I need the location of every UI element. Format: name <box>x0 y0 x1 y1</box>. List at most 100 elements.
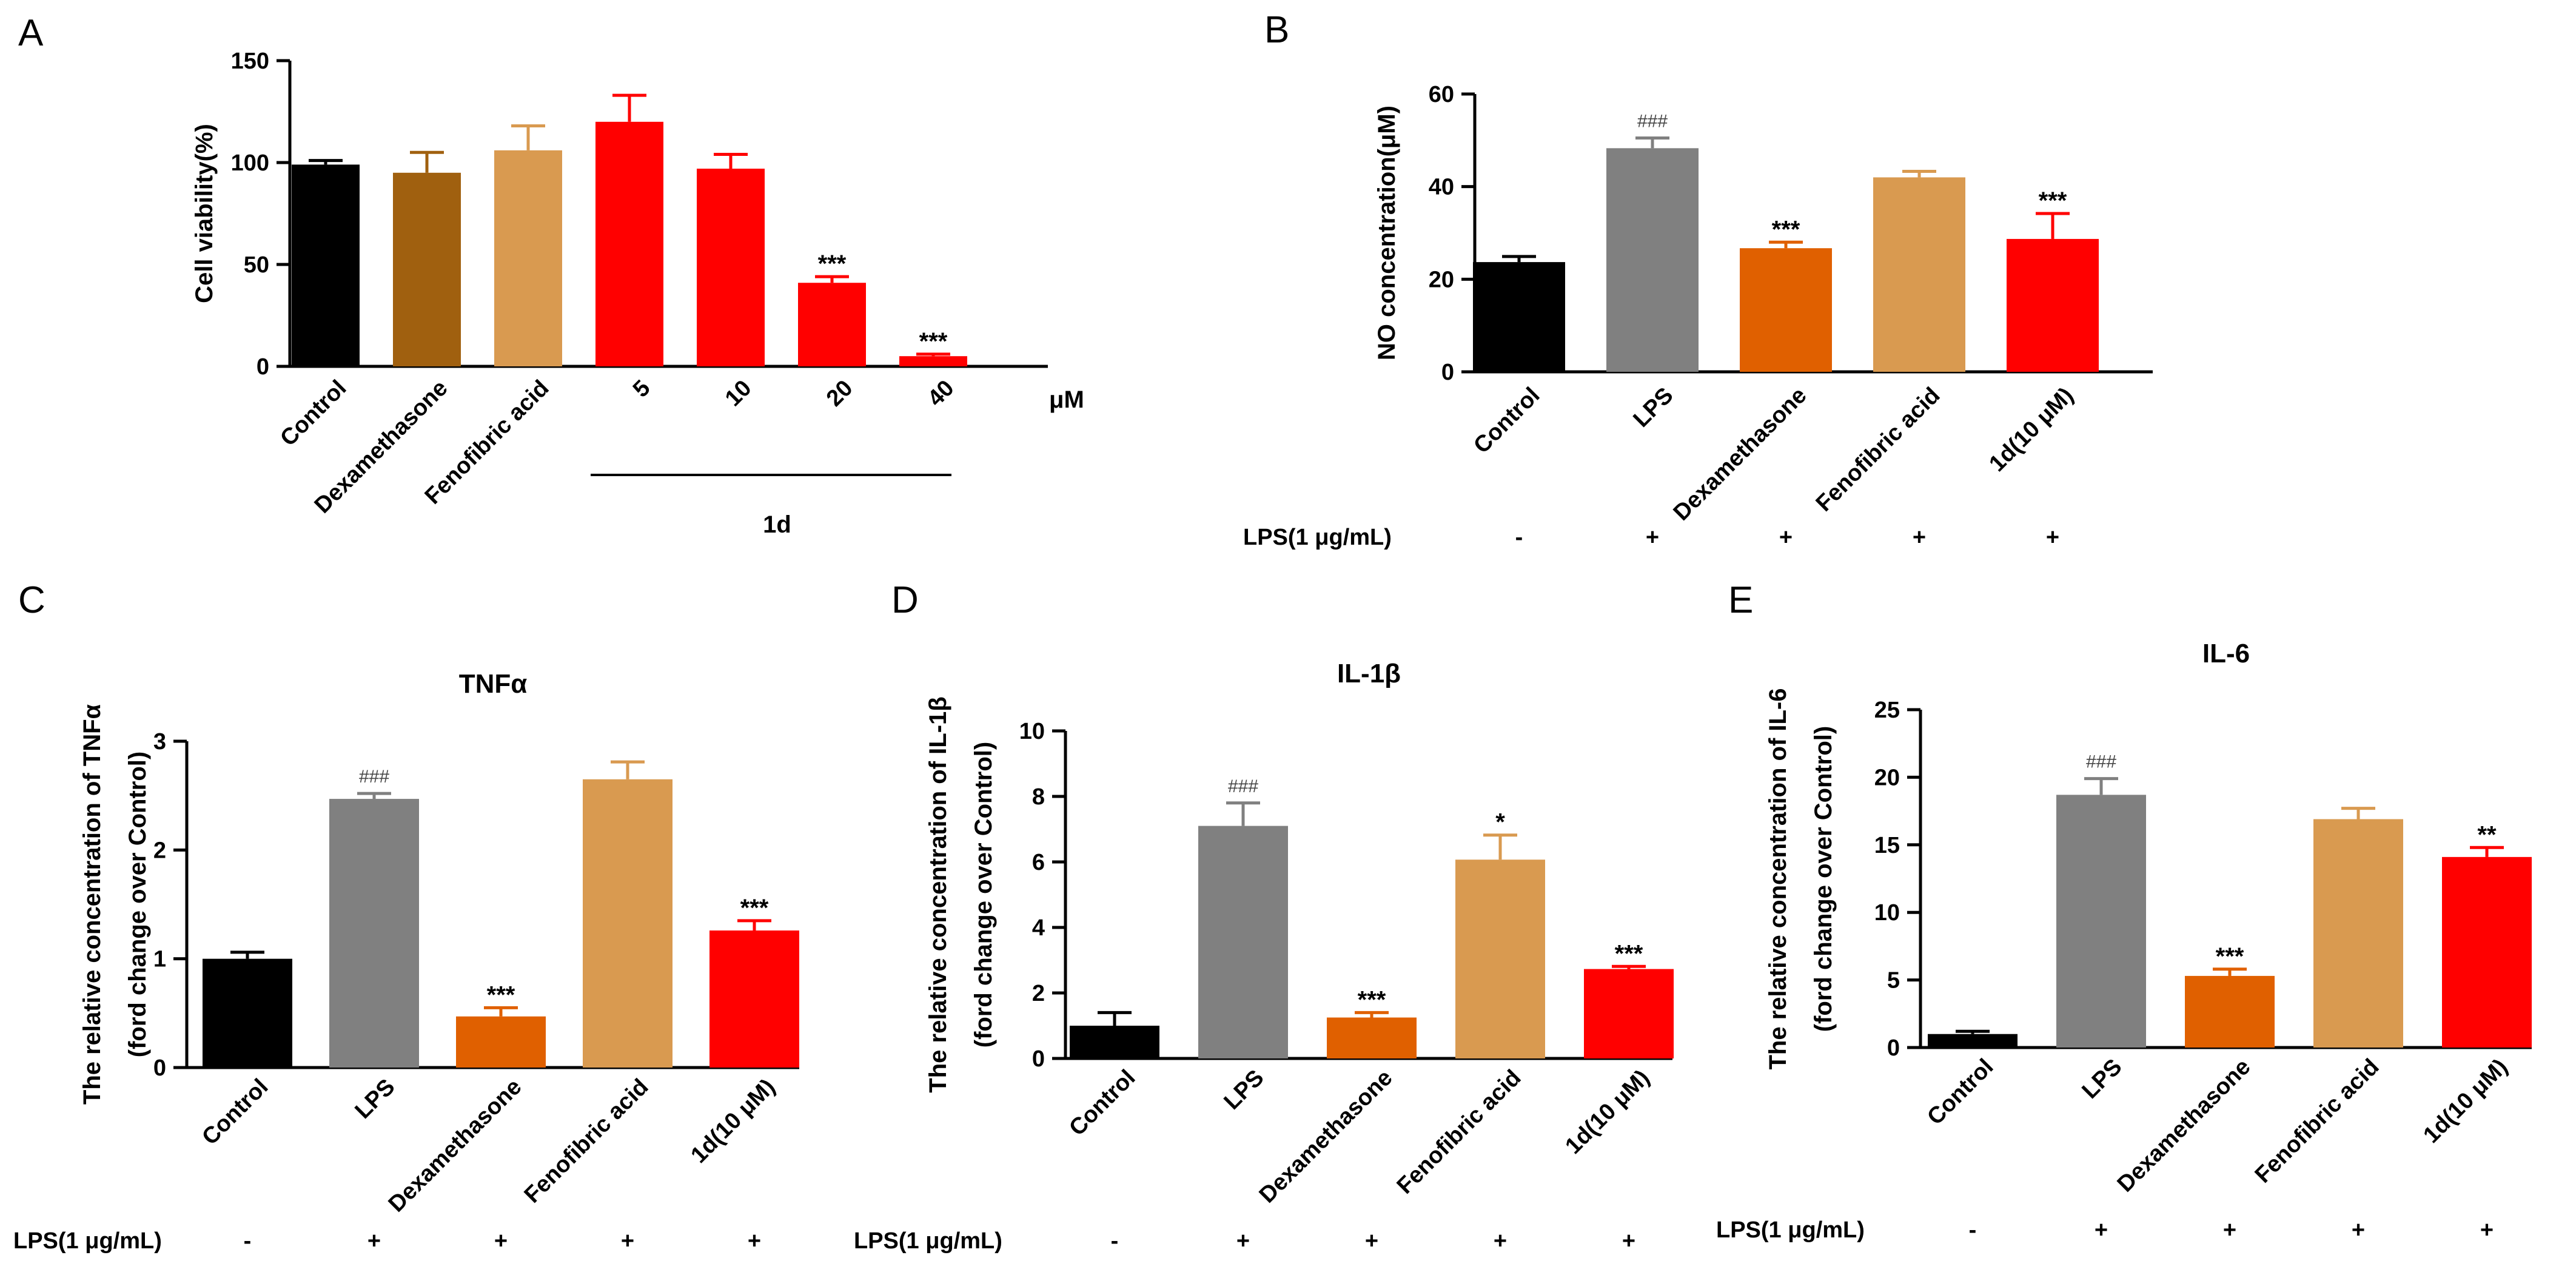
panel-a-category-label: 20 <box>822 375 858 412</box>
panel-a-bar <box>292 164 360 366</box>
panel-c-y-tick-label: 2 <box>153 838 166 863</box>
panel-e-significance-mark: ### <box>2086 752 2116 772</box>
panel-b-lps-sign: + <box>1913 525 1926 550</box>
panel-b-bar <box>1873 177 1965 372</box>
panel-c-lps-sign: + <box>748 1228 761 1254</box>
panel-d-lps-sign: + <box>1494 1228 1507 1254</box>
panel-e-lps-label: LPS(1 μg/mL) <box>1716 1217 1865 1243</box>
panel-d-lps-sign: - <box>1111 1228 1119 1254</box>
panel-e-y-tick-label: 20 <box>1874 765 1900 790</box>
panel-c-lps-sign: + <box>367 1228 381 1254</box>
panel-c-title: TNFα <box>459 669 528 699</box>
panel-a-y-tick-label: 100 <box>231 150 269 176</box>
panel-b-category-label: Control <box>1469 383 1545 459</box>
panel-d-bar <box>1584 969 1674 1058</box>
panel-e-y-tick-label: 25 <box>1874 698 1900 723</box>
panel-e-y-axis-title: The relative concentration of IL-6 <box>1765 688 1791 1069</box>
panel-a-significance-mark: *** <box>919 328 948 355</box>
panel-e-lps-sign: + <box>2480 1217 2494 1243</box>
panel-b-y-tick-label: 60 <box>1429 82 1454 107</box>
panel-c-category-label: 1d(10 μM) <box>686 1074 780 1168</box>
panel-d-lps-sign: + <box>1622 1228 1635 1254</box>
panel-e-letter: E <box>1728 579 1753 621</box>
panel-a-category-label: 5 <box>628 375 656 403</box>
panel-d-y-tick-label: 4 <box>1032 915 1045 941</box>
panel-c-y-tick-label: 3 <box>153 729 166 755</box>
panel-d-y-axis-title: (ford change over Control) <box>970 742 997 1048</box>
panel-d-bar <box>1327 1017 1417 1058</box>
panel-a-bar <box>393 172 461 366</box>
panel-c-y-axis-title: (ford change over Control) <box>124 752 151 1057</box>
panel-a-category-label: 10 <box>720 375 757 412</box>
panel-d-lps-label: LPS(1 μg/mL) <box>854 1228 1002 1254</box>
panel-a-bar <box>899 356 967 366</box>
panel-a-significance-mark: *** <box>818 251 847 277</box>
panel-e-significance-mark: *** <box>2216 943 2244 970</box>
panel-b-category-label: 1d(10 μM) <box>1984 383 2078 477</box>
panel-d-significance-mark: ### <box>1228 776 1258 796</box>
panel-b-y-tick-label: 0 <box>1441 360 1454 385</box>
panel-b-bar <box>1473 262 1565 372</box>
panel-a-category-label: Control <box>275 375 351 451</box>
panel-a-bar <box>697 169 765 366</box>
panel-b-bar <box>2007 238 2099 372</box>
panel-d-y-tick-label: 6 <box>1032 850 1045 875</box>
panel-b-category-label: Fenofibric acid <box>1811 383 1945 517</box>
panel-c-letter: C <box>18 579 45 621</box>
panel-d-significance-mark: *** <box>1358 986 1386 1013</box>
panel-e-lps-sign: + <box>2223 1217 2236 1243</box>
panel-b-lps-sign: + <box>1646 525 1659 550</box>
panel-c-chart: C TNFα 0 1 2 3 The relative concentration of T… <box>13 579 799 1254</box>
panel-c-significance-mark: *** <box>487 981 515 1008</box>
panel-e-bar <box>2442 856 2532 1048</box>
panel-e-lps-sign: + <box>2352 1217 2365 1243</box>
panel-e-significance-mark: ** <box>2477 821 2497 848</box>
panel-e-category-label: LPS <box>2078 1054 2127 1104</box>
panel-d-y-axis-title: The relative concentration of IL-1β <box>925 696 951 1092</box>
panel-d-lps-sign: + <box>1365 1228 1378 1254</box>
panel-a-letter: A <box>18 12 44 54</box>
panel-e-chart: E IL-6 0 5 10 15 20 25 The relative concentratio… <box>1716 579 2532 1243</box>
panel-d-bar <box>1455 860 1545 1058</box>
panel-d-lps-sign: + <box>1236 1228 1250 1254</box>
panel-a-unit-label: μM <box>1049 386 1084 413</box>
panel-d-category-label: LPS <box>1219 1065 1269 1115</box>
panel-c-bar <box>329 799 419 1068</box>
panel-d-y-tick-label: 10 <box>1019 719 1045 744</box>
panel-b-bar <box>1606 148 1699 372</box>
panel-c-lps-label: LPS(1 μg/mL) <box>13 1228 162 1254</box>
panel-e-y-tick-label: 5 <box>1887 968 1900 994</box>
panel-d-bar <box>1070 1026 1159 1058</box>
panel-b-bar <box>1740 248 1832 372</box>
panel-b-chart: B 0 20 40 60 NO concentration(μM) Control - ### L… <box>1243 9 2153 550</box>
panel-e-category-label: 1d(10 μM) <box>2418 1054 2512 1148</box>
panel-a-y-tick-label: 50 <box>244 252 269 278</box>
panel-c-significance-mark: ### <box>359 767 389 787</box>
panel-e-lps-sign: - <box>1969 1217 1977 1243</box>
panel-c-category-label: Dexamethasone <box>384 1074 527 1217</box>
panel-c-lps-sign: - <box>244 1228 252 1254</box>
panel-d-y-tick-label: 0 <box>1032 1046 1045 1072</box>
panel-a-category-label: 40 <box>923 375 959 412</box>
panel-e-title: IL-6 <box>2202 639 2250 668</box>
panel-c-bar <box>203 958 292 1068</box>
panel-a-y-tick-label: 150 <box>231 49 269 74</box>
panel-c-bar <box>709 930 799 1068</box>
panel-b-category-label: LPS <box>1629 383 1679 432</box>
panel-c-y-tick-label: 0 <box>153 1055 166 1081</box>
panel-e-y-tick-label: 0 <box>1887 1035 1900 1061</box>
panel-b-lps-sign: - <box>1515 525 1523 550</box>
panel-e-bar <box>1928 1034 2018 1048</box>
panel-c-category-label: LPS <box>351 1074 400 1124</box>
panel-e-y-tick-label: 10 <box>1874 900 1900 926</box>
panel-e-category-label: Fenofibric acid <box>2250 1054 2384 1188</box>
panel-e-y-axis-title: (ford change over Control) <box>1810 726 1837 1032</box>
panel-c-y-axis-title: The relative concentration of TNFα <box>79 704 106 1105</box>
panel-b-y-tick-label: 40 <box>1429 175 1454 200</box>
panel-c-category-label: Fenofibric acid <box>520 1074 654 1208</box>
panel-d-category-label: Control <box>1064 1065 1140 1141</box>
panel-d-title: IL-1β <box>1337 659 1401 688</box>
panel-b-significance-mark: *** <box>1772 216 1800 243</box>
